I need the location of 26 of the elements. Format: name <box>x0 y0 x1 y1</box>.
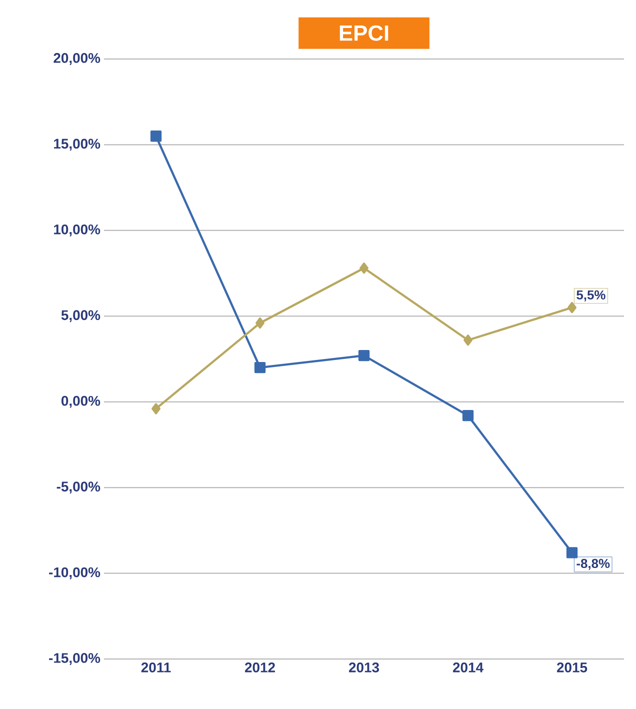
point <box>568 302 576 314</box>
y-tick-label: -10,00% <box>49 567 100 580</box>
x-tick-label: 2013 <box>348 662 380 672</box>
y-tick-label: -5,00% <box>56 482 100 494</box>
x-tick-label: 2015 <box>556 662 588 672</box>
chart-title: EPCI <box>340 25 388 41</box>
point <box>358 350 370 362</box>
x-tick-label: 2011 <box>141 662 171 672</box>
y-tick-label: 0,00% <box>61 396 100 408</box>
data-label: -8,8% <box>576 558 610 570</box>
point <box>464 334 472 346</box>
point <box>566 547 578 558</box>
y-tick-label: 15,00% <box>54 138 100 151</box>
y-tick-label: 20,00% <box>54 53 100 65</box>
data-label: 5,5% <box>576 290 606 302</box>
x-tick-label: 2012 <box>244 662 275 672</box>
y-tick-label: 5,00% <box>61 310 100 322</box>
point <box>360 262 368 274</box>
point <box>150 130 162 142</box>
y-tick-label: -15,00% <box>49 653 100 665</box>
point <box>256 317 264 329</box>
point <box>152 403 160 414</box>
point <box>254 362 266 374</box>
x-tick-label: 2014 <box>452 662 484 672</box>
y-tick-label: 10,00% <box>54 224 100 236</box>
point <box>462 410 474 422</box>
